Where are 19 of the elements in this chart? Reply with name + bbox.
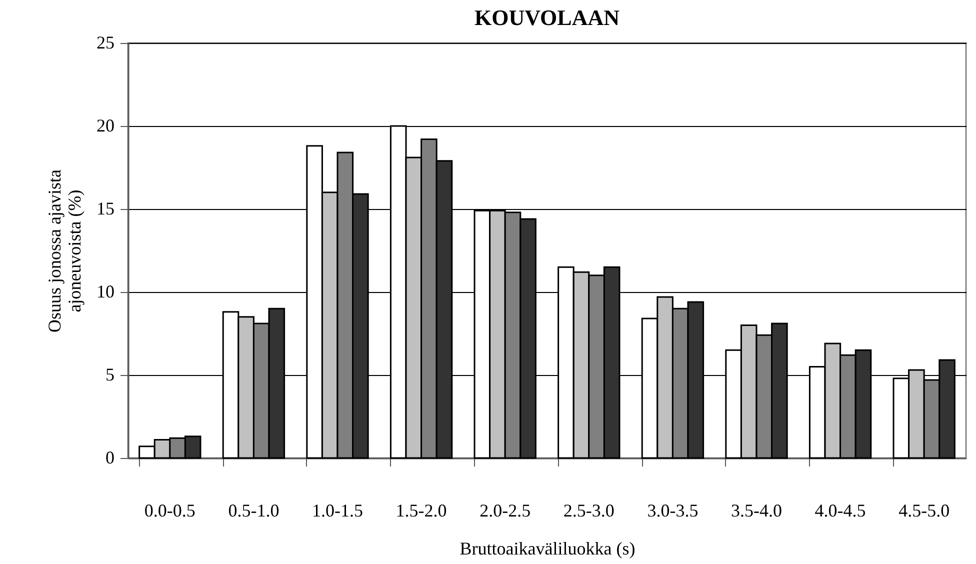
x-tick-label: 2.5-3.0 bbox=[563, 500, 614, 520]
chart-title: KOUVOLAAN bbox=[474, 5, 620, 30]
x-tick-label: 2.0-2.5 bbox=[480, 500, 531, 520]
y-tick-label: 20 bbox=[96, 116, 114, 136]
x-tick-label: 0.0-0.5 bbox=[144, 500, 196, 520]
x-tick-label: 4.0-4.5 bbox=[814, 500, 866, 520]
x-axis-title: Bruttoaikaväliluokka (s) bbox=[460, 538, 636, 558]
x-tick-label: 1.5-2.0 bbox=[396, 500, 447, 520]
x-tick-label: 3.5-4.0 bbox=[731, 500, 782, 520]
y-tick-label: 0 bbox=[106, 448, 114, 468]
x-tick-label: 0.5-1.0 bbox=[228, 500, 280, 520]
y-tick-label: 25 bbox=[96, 32, 114, 52]
y-tick-label: 5 bbox=[106, 364, 114, 384]
y-axis-title: Osuus jonossa ajavista ajoneuvoista (%) bbox=[44, 169, 84, 332]
y-tick-label: 10 bbox=[96, 282, 114, 302]
y-tick-label: 15 bbox=[96, 198, 114, 218]
x-tick-label: 4.5-5.0 bbox=[898, 500, 950, 520]
x-tick-label: 1.0-1.5 bbox=[312, 500, 363, 520]
x-tick-label: 3.0-3.5 bbox=[647, 500, 698, 520]
